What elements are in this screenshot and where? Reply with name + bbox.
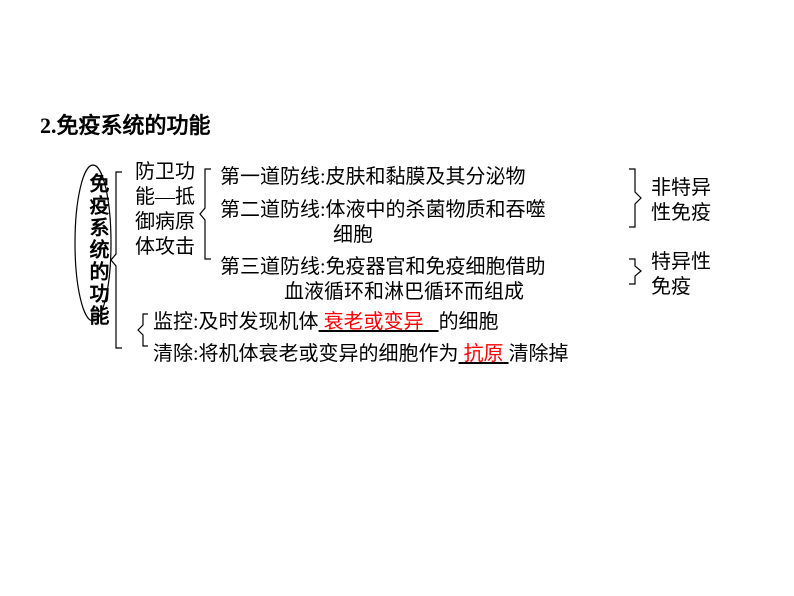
defense-line-4: 体攻击 <box>135 235 195 260</box>
monitor-suffix: 的细胞 <box>439 311 499 333</box>
monitor-line: 监控:及时发现机体 衰老或变异 的细胞 <box>153 305 499 334</box>
defense-line-3: 御病原 <box>135 210 195 235</box>
section-title: 2.免疫系统的功能 <box>40 108 211 140</box>
second-defense-line: 第二道防线:体液中的杀菌物质和吞噬 <box>220 193 546 222</box>
defense-line-2: 能—抵 <box>135 185 195 210</box>
monitor-prefix: 监控:及时发现机体 <box>153 311 319 333</box>
clear-suffix: 清除掉 <box>509 343 569 365</box>
bracket-specific <box>629 259 641 284</box>
nonspecific-line1: 非特异 <box>651 176 711 201</box>
nonspecific-line2: 性免疫 <box>651 201 711 226</box>
first-defense-line: 第一道防线:皮肤和黏膜及其分泌物 <box>220 160 526 189</box>
monitor-blank: 衰老或变异 <box>319 311 439 333</box>
bracket-bottom <box>138 314 148 346</box>
second-defense-cont: 细胞 <box>333 218 373 247</box>
defense-line-1: 防卫功 <box>135 160 195 185</box>
clear-blank: 抗原 <box>459 343 509 365</box>
defense-label: 防卫功 能—抵 御病原 体攻击 <box>135 160 195 260</box>
clear-line: 清除:将机体衰老或变异的细胞作为 抗原 清除掉 <box>153 337 569 366</box>
specific-line2: 免疫 <box>651 275 711 300</box>
root-label: 免疫系统的功能 <box>83 173 112 327</box>
bracket-main-left <box>111 172 122 348</box>
third-defense-cont: 血液循环和淋巴循环而组成 <box>284 275 524 304</box>
bracket-defense <box>200 169 211 259</box>
bracket-nonspecific <box>629 169 641 227</box>
clear-prefix: 清除:将机体衰老或变异的细胞作为 <box>153 343 459 365</box>
specific-label: 特异性 免疫 <box>651 250 711 300</box>
nonspecific-label: 非特异 性免疫 <box>651 176 711 226</box>
specific-line1: 特异性 <box>651 250 711 275</box>
